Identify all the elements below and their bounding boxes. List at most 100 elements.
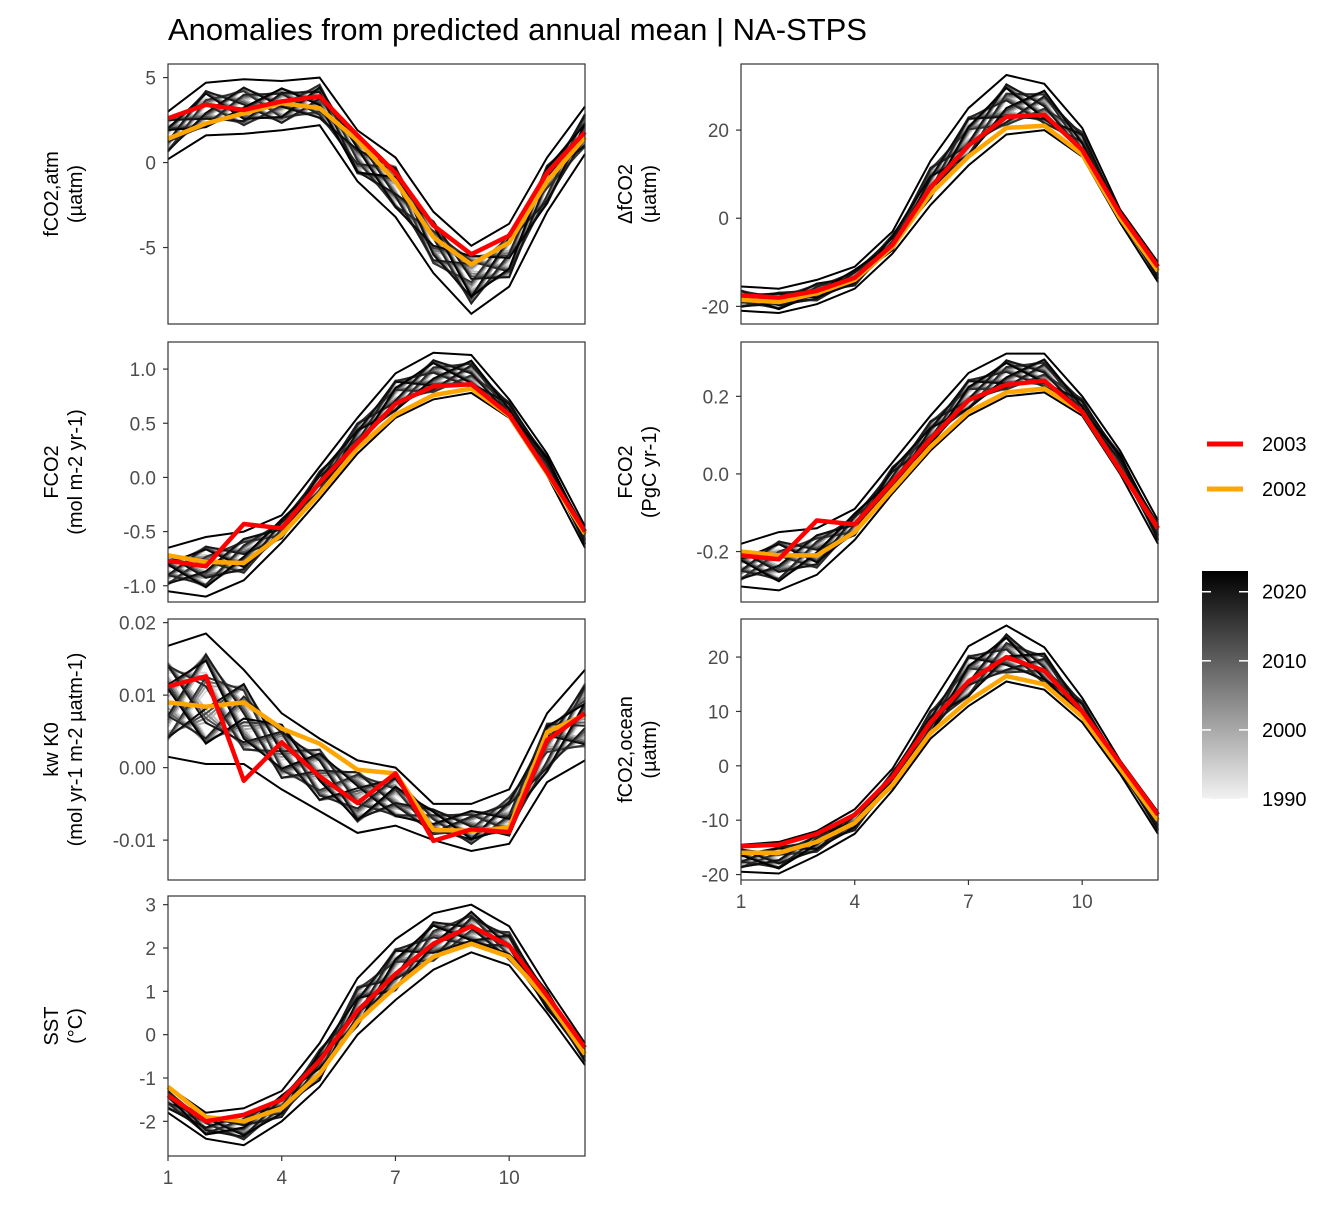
year-line bbox=[167, 920, 586, 1123]
year-line-min bbox=[167, 124, 586, 316]
year-line bbox=[740, 97, 1159, 310]
x-tick-label: 10 bbox=[499, 1168, 520, 1189]
panel-border bbox=[167, 618, 586, 881]
y-axis-label: kw K0 bbox=[41, 722, 63, 776]
year-line bbox=[167, 90, 586, 280]
panel-border bbox=[167, 63, 586, 325]
year-line bbox=[167, 682, 586, 841]
panel-border bbox=[740, 63, 1159, 325]
year-line bbox=[740, 90, 1159, 301]
year-line bbox=[167, 911, 586, 1133]
year-line bbox=[740, 652, 1159, 856]
y-axis-label: (PgC yr-1) bbox=[639, 426, 661, 518]
year-line bbox=[740, 111, 1159, 307]
x-tick-label: 4 bbox=[849, 892, 860, 913]
y-tick-label: 0 bbox=[718, 757, 729, 778]
year-line bbox=[740, 83, 1159, 310]
year-line bbox=[740, 359, 1159, 574]
year-line bbox=[167, 359, 586, 577]
year-line bbox=[740, 633, 1159, 864]
panel-border bbox=[740, 618, 1159, 881]
y-axis-label: SST bbox=[41, 1007, 63, 1046]
year-line-max bbox=[167, 76, 586, 248]
series-line-2003 bbox=[167, 94, 587, 257]
year-line bbox=[740, 85, 1159, 311]
year-line bbox=[740, 634, 1159, 863]
year-line bbox=[740, 91, 1159, 300]
year-line bbox=[740, 653, 1159, 859]
x-tick-label: 1 bbox=[163, 1168, 174, 1189]
panel-border bbox=[167, 895, 586, 1157]
y-axis-label: (°C) bbox=[65, 1008, 87, 1044]
year-line bbox=[740, 633, 1159, 869]
year-line bbox=[740, 635, 1159, 862]
year-line bbox=[740, 84, 1159, 310]
panel-2: 20 0 -20 ΔfCO2 (µatm) bbox=[615, 63, 1160, 325]
year-line bbox=[740, 109, 1159, 308]
year-line bbox=[740, 90, 1159, 299]
panel-5: 0.02 0.01 0.00 -0.01 kw K0 (mol yr-1 m-2 µatm… bbox=[41, 614, 587, 881]
legend-label-2002: 2002 bbox=[1262, 479, 1307, 501]
y-tick-label: 0 bbox=[145, 154, 156, 175]
x-tick-label: 4 bbox=[276, 1168, 287, 1189]
background-year-lines bbox=[167, 76, 586, 316]
year-line bbox=[740, 652, 1159, 857]
year-line bbox=[740, 632, 1159, 868]
y-tick-label: -2 bbox=[139, 1112, 156, 1133]
year-line bbox=[740, 648, 1159, 853]
year-line bbox=[167, 363, 586, 576]
year-line-max bbox=[740, 352, 1159, 545]
y-tick-label: 0.01 bbox=[119, 686, 156, 707]
y-tick-label: 1.0 bbox=[130, 360, 156, 381]
year-line bbox=[167, 359, 586, 567]
colorbar-label: 2000 bbox=[1262, 720, 1307, 742]
year-line bbox=[740, 635, 1159, 870]
colorbar-label: 2010 bbox=[1262, 651, 1307, 673]
y-tick-label: -0.5 bbox=[123, 523, 156, 544]
y-tick-label: 1 bbox=[145, 982, 156, 1003]
y-axis-label: fCO2,atm bbox=[41, 151, 63, 237]
background-year-lines bbox=[167, 903, 586, 1147]
year-line bbox=[740, 92, 1159, 311]
year-line bbox=[740, 632, 1159, 865]
series-line-2003 bbox=[740, 112, 1160, 300]
year-line bbox=[740, 110, 1159, 309]
year-line bbox=[740, 652, 1159, 858]
y-axis-label: (mol m-2 yr-1) bbox=[65, 409, 87, 535]
x-tick-label: 7 bbox=[963, 892, 974, 913]
year-line bbox=[740, 97, 1159, 305]
year-line bbox=[740, 107, 1159, 308]
year-line bbox=[740, 115, 1159, 308]
y-tick-label: 0.2 bbox=[703, 387, 729, 408]
colorbar-label: 1990 bbox=[1262, 789, 1307, 811]
year-line bbox=[740, 363, 1159, 573]
y-tick-label: 2 bbox=[145, 939, 156, 960]
series-line-2003 bbox=[167, 382, 587, 569]
year-line bbox=[740, 358, 1159, 563]
y-tick-label: 20 bbox=[708, 648, 729, 669]
year-line bbox=[740, 656, 1159, 869]
y-tick-label: 0.02 bbox=[119, 614, 156, 635]
year-line bbox=[740, 82, 1159, 307]
year-line bbox=[740, 94, 1159, 311]
year-line bbox=[740, 83, 1159, 306]
series-line-2003 bbox=[167, 674, 587, 844]
y-tick-label: 0.5 bbox=[130, 414, 156, 435]
year-line bbox=[167, 917, 586, 1126]
series-line-2002 bbox=[741, 673, 1160, 856]
year-line bbox=[167, 365, 586, 578]
y-tick-label: 0.0 bbox=[130, 468, 156, 489]
background-year-lines bbox=[740, 352, 1159, 592]
y-tick-label: 0.00 bbox=[119, 759, 156, 780]
year-line bbox=[167, 89, 586, 304]
year-line bbox=[740, 94, 1159, 303]
background-year-lines bbox=[740, 73, 1159, 315]
series-line-2003 bbox=[166, 924, 587, 1124]
y-tick-label: -1 bbox=[139, 1069, 156, 1090]
year-line bbox=[740, 634, 1159, 869]
x-tick-label: 7 bbox=[390, 1168, 401, 1189]
colorbar bbox=[1202, 571, 1248, 799]
